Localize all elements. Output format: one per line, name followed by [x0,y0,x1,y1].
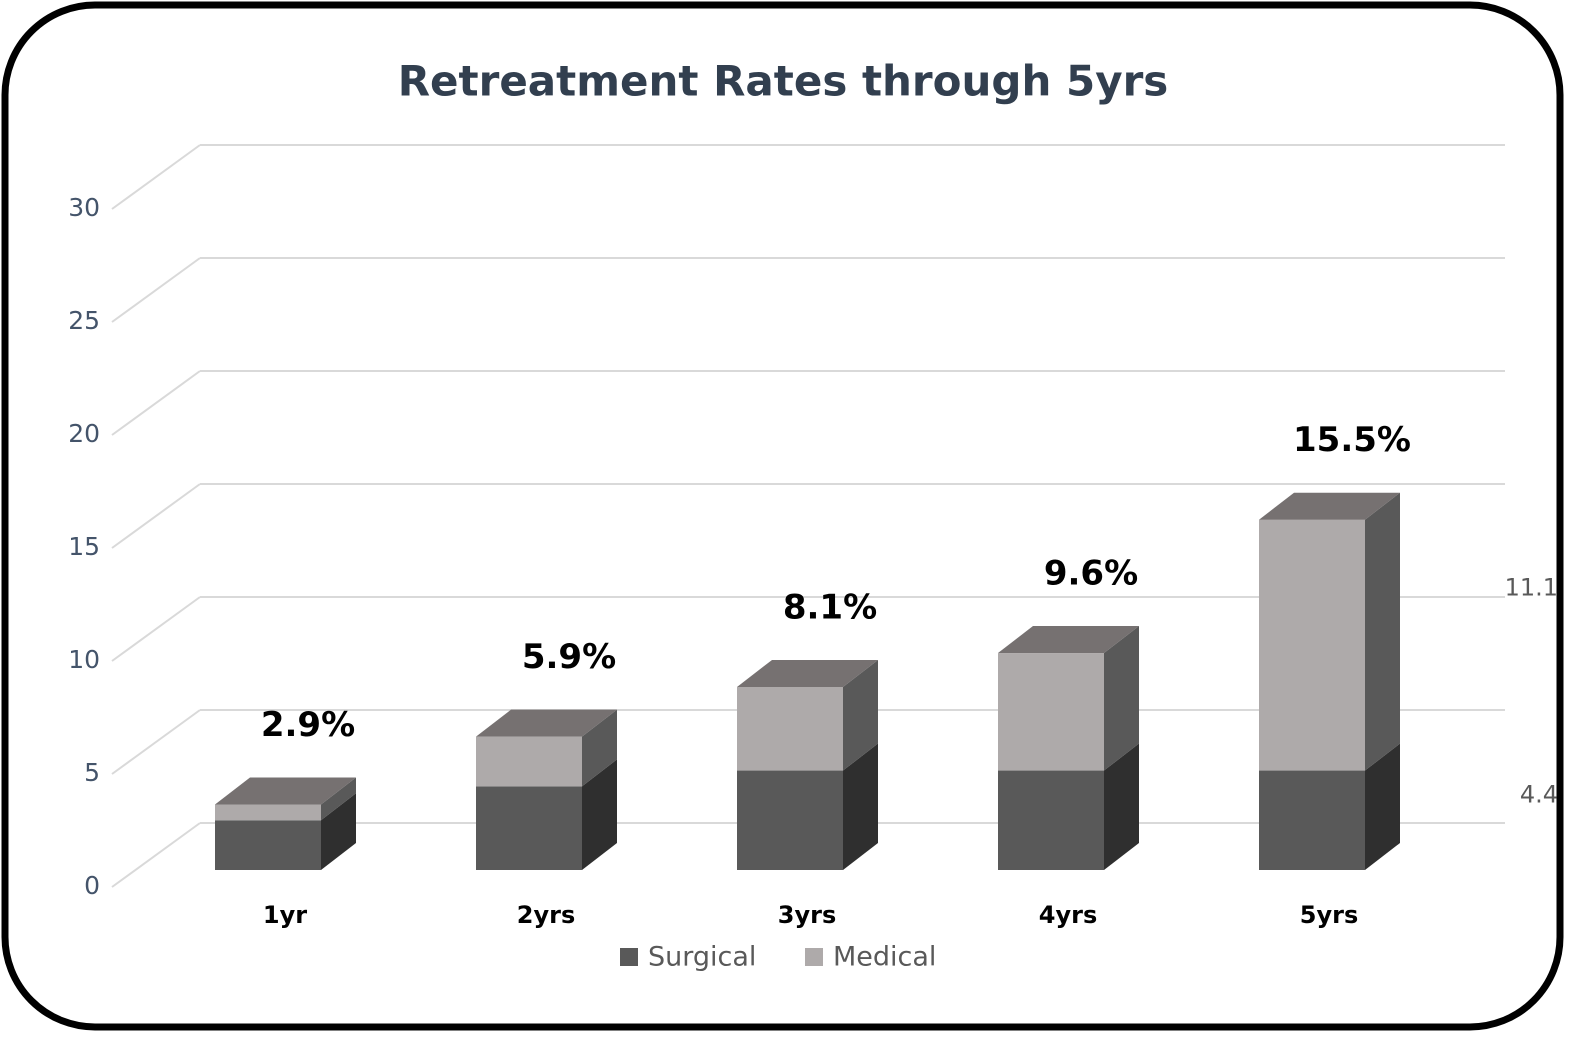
grid-line [111,596,201,662]
bar-side [1104,743,1139,870]
y-tick-label: 15 [68,532,100,561]
x-tick-label: 5yrs [1300,901,1358,929]
bar-top [476,709,617,737]
total-label: 2.9% [261,705,355,745]
bar [1259,770,1365,870]
legend-label: Surgical [648,942,756,973]
grid-line [111,370,201,436]
x-tick-label: 3yrs [778,901,836,929]
y-tick-label: 5 [84,758,100,787]
bar-side [321,793,356,870]
grid-line [111,144,201,210]
total-label: 8.1% [783,587,877,627]
bar [1259,519,1365,771]
bar [737,770,843,870]
bar-top [737,659,878,687]
value-label: 4.4 [1520,780,1558,808]
x-tick-label: 2yrs [517,901,575,929]
y-tick-label: 0 [84,871,100,900]
y-tick-label: 20 [68,419,100,448]
y-tick-label: 30 [68,193,100,222]
y-tick-label: 25 [68,306,100,335]
bar [998,653,1104,771]
bar-side [582,759,617,870]
legend-swatch [805,948,823,966]
bar-side [843,743,878,870]
bar-top [215,777,356,805]
grid-line [111,822,201,888]
bar [215,804,321,821]
y-tick-label: 10 [68,645,100,674]
grid-line [111,709,201,775]
grid-line [111,483,201,549]
bar-side [1365,743,1400,870]
bar-side [843,659,878,771]
total-label: 15.5% [1293,420,1411,460]
bar-side [1365,492,1400,771]
frame [1,1,1564,1031]
legend-swatch [620,948,638,966]
bar [998,770,1104,870]
bar [215,820,321,870]
x-tick-label: 4yrs [1039,901,1097,929]
grid-line [111,257,201,323]
chart-title: Retreatment Rates through 5yrs [398,57,1169,106]
bar-top [1259,492,1400,520]
x-tick-label: 1yr [263,901,307,929]
bar-side [321,777,356,821]
bar [476,736,582,787]
total-label: 5.9% [522,637,616,677]
bar [476,786,582,870]
bar [737,686,843,771]
total-label: 9.6% [1044,554,1138,594]
legend-label: Medical [833,942,936,973]
bar-top [998,626,1139,654]
bar-side [1104,626,1139,771]
value-label: 11.1 [1505,573,1558,601]
bar-side [582,709,617,787]
